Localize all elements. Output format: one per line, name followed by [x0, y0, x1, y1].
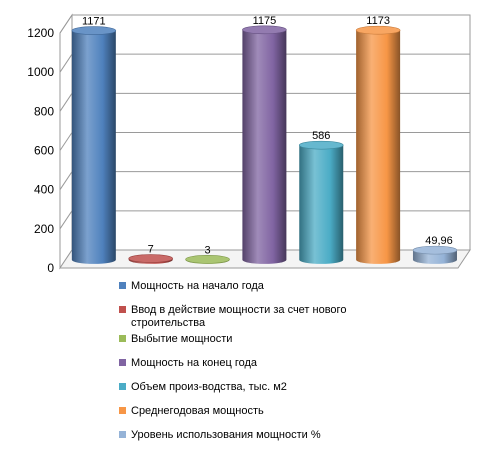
legend-item: Объем произ-водства, тыс. м2: [119, 381, 287, 393]
data-label: 1173: [366, 15, 390, 27]
legend-item: Выбытие мощности: [119, 333, 232, 345]
legend-label: Уровень использования мощности %: [131, 429, 321, 441]
bar-top: [412, 245, 458, 255]
legend-item: Мощность на начало года: [119, 280, 265, 292]
bar-top: [298, 140, 344, 150]
bar: [71, 26, 117, 264]
bars: [71, 25, 458, 264]
gridline-side: [59, 93, 73, 112]
legend-label: строительства: [131, 317, 206, 329]
legend-swatch: [119, 306, 126, 313]
y-tick-label: 0: [47, 261, 54, 275]
bar: [242, 25, 287, 264]
gridline-side: [59, 14, 73, 34]
data-label: 1171: [82, 16, 106, 28]
y-tick-label: 1200: [27, 26, 54, 40]
gridline-side: [59, 132, 73, 151]
bar-top: [185, 255, 230, 264]
data-labels: 1171 7 3 1175 586 1173 49,96: [82, 15, 453, 257]
legend-label: Ввод в действие мощности за счет нового: [131, 304, 346, 316]
bar-top: [355, 25, 401, 35]
y-tick-label: 200: [34, 222, 54, 236]
bar-body: [242, 29, 287, 264]
legend-swatch: [119, 335, 126, 342]
bar: [128, 254, 173, 264]
legend-swatch: [119, 359, 126, 366]
legend-item: Ввод в действие мощности за счет новогос…: [119, 304, 346, 329]
legend-swatch: [119, 431, 126, 438]
legend-label: Среднегодовая мощность: [131, 405, 264, 417]
data-label: 1175: [253, 15, 277, 27]
legend-label: Объем произ-водства, тыс. м2: [131, 381, 287, 393]
gridline-side: [59, 53, 73, 73]
data-label: 586: [312, 130, 330, 142]
bar-top: [128, 254, 173, 263]
data-label: 7: [148, 244, 154, 256]
bar-top: [71, 26, 117, 35]
legend: Мощность на начало года Ввод в действие м…: [119, 280, 346, 441]
legend-swatch: [119, 282, 126, 289]
legend-item: Мощность на конец года: [119, 357, 258, 369]
bar-body: [299, 145, 344, 264]
y-tick-label: 400: [34, 183, 54, 197]
bar: [298, 140, 344, 264]
y-tick-label: 1000: [27, 65, 54, 79]
legend-label: Мощность на начало года: [131, 280, 265, 292]
bar: [185, 255, 230, 264]
data-label: 49,96: [425, 235, 453, 247]
bar-body: [71, 30, 116, 264]
y-tick-label: 600: [34, 144, 54, 158]
legend-swatch: [119, 407, 126, 414]
bar: [355, 25, 401, 264]
bar-top: [242, 25, 287, 35]
legend-item: Уровень использования мощности %: [119, 429, 321, 441]
y-axis-ticks: 0 200 400 600 800 1000 1200: [27, 26, 54, 275]
legend-label: Мощность на конец года: [131, 357, 258, 369]
legend-swatch: [119, 383, 126, 390]
data-label: 3: [204, 244, 210, 256]
legend-label: Выбытие мощности: [131, 333, 232, 345]
bar: [412, 245, 458, 264]
legend-item: Среднегодовая мощность: [119, 405, 264, 417]
gridline-side: [59, 210, 73, 230]
bar-body: [356, 30, 401, 264]
y-tick-label: 800: [34, 104, 54, 118]
gridline-side: [59, 171, 73, 190]
